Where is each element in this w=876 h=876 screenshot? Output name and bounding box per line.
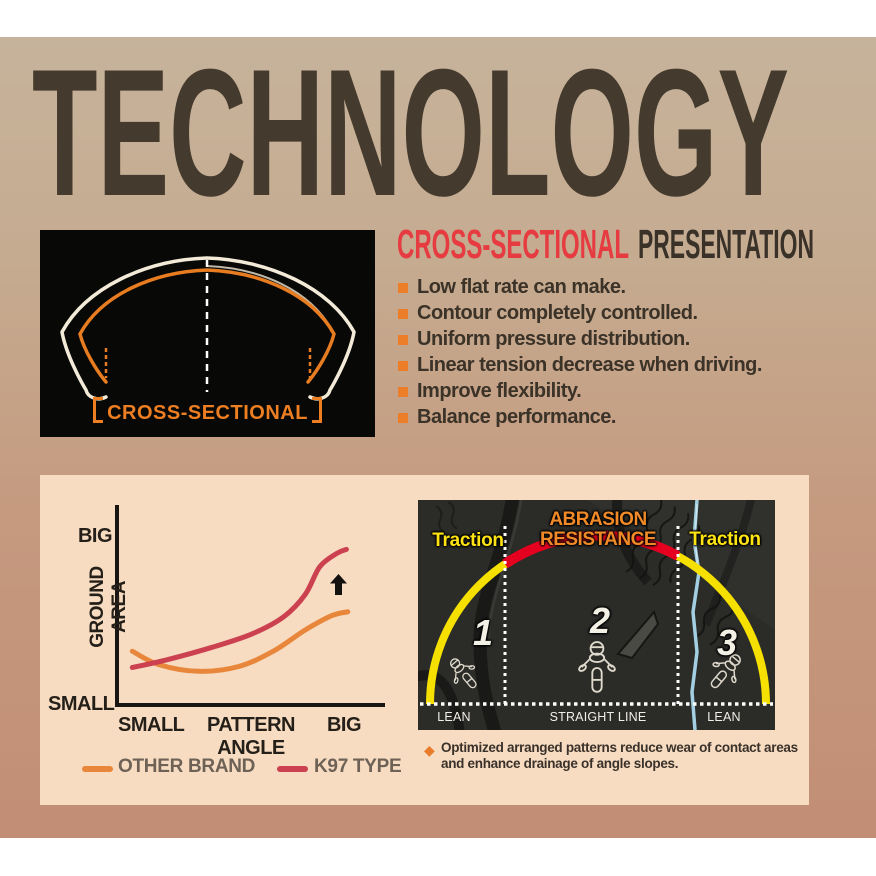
bullet-square-icon	[398, 387, 408, 397]
tire-outline-inner	[78, 268, 336, 384]
tread-groove	[473, 500, 519, 730]
heading-rest: PRESENTATION	[638, 227, 814, 265]
diamond-bullet-icon: ◆	[424, 742, 435, 758]
bullet-square-icon	[398, 413, 408, 423]
x-min-label: SMALL	[118, 714, 185, 736]
tread-sipes	[435, 500, 735, 646]
tire-outline-crown-inner	[206, 265, 333, 331]
list-item-text: Linear tension decrease when driving.	[417, 354, 762, 376]
tread-groove	[702, 500, 755, 627]
y-axis-title: GROUND AREA	[87, 566, 130, 648]
zone-label-traction-left: Traction	[432, 530, 504, 551]
tread-highlight	[588, 500, 775, 630]
motorcycle-lean-left-icon	[449, 658, 477, 689]
tread-groove	[418, 670, 465, 730]
list-item-text: Contour completely controlled.	[417, 302, 698, 324]
zone-label-abrasion: ABRASION RESISTANCE	[538, 510, 658, 550]
tread-dart	[616, 610, 660, 660]
cross-section-label-text: CROSS-SECTIONAL	[107, 402, 308, 424]
zone-number-1: 1	[472, 612, 494, 653]
chart-x-axis	[115, 703, 385, 707]
list-item: Uniform pressure distribution.	[398, 329, 828, 350]
curve-other-brand	[129, 609, 351, 674]
list-item: Contour completely controlled.	[398, 303, 828, 324]
legend-swatch-other-brand	[82, 766, 113, 772]
list-item: Linear tension decrease when driving.	[398, 355, 828, 376]
motorcycle-icons	[449, 641, 741, 693]
list-item: Balance performance.	[398, 407, 828, 428]
bracket-right-icon	[311, 397, 322, 423]
bullet-square-icon	[398, 335, 408, 345]
tire-figure-caption: Optimized arranged patterns reduce wear …	[441, 740, 831, 772]
list-item: Low flat rate can make.	[398, 277, 828, 298]
y-min-label: SMALL	[48, 693, 115, 715]
x-max-label: BIG	[326, 714, 362, 736]
list-item: Improve flexibility.	[398, 381, 828, 402]
chart-y-axis	[115, 505, 119, 707]
mode-label-straight-line: STRAIGHT LINE	[549, 710, 647, 724]
feature-list: Low flat rate can make. Contour complete…	[398, 277, 828, 433]
y-max-label: BIG	[77, 525, 113, 547]
caption-line2: and enhance drainage of angle slopes.	[441, 756, 679, 771]
list-item-text: Balance performance.	[417, 406, 616, 428]
legend-swatch-k97	[277, 766, 308, 772]
tire-tread-art	[418, 500, 775, 730]
page-title: TECHNOLOGY	[32, 62, 789, 210]
tread-groove	[612, 500, 652, 586]
mode-label-lean-left: LEAN	[437, 710, 471, 724]
abrasion-line1: ABRASION	[549, 509, 647, 530]
cross-section-label: CROSS-SECTIONAL	[40, 397, 375, 425]
heading-accent: CROSS-SECTIONAL	[397, 227, 629, 265]
zone-number-2: 2	[589, 600, 611, 641]
abrasion-arc	[502, 530, 681, 569]
legend-label-k97: K97 TYPE	[314, 756, 402, 777]
cross-section-figure: CROSS-SECTIONAL	[40, 230, 375, 437]
abrasion-line2: RESISTANCE	[539, 529, 657, 550]
legend-label-other-brand: OTHER BRAND	[118, 756, 256, 777]
motorcycle-lean-right-icon	[710, 654, 741, 689]
bullet-square-icon	[398, 361, 408, 371]
list-item-text: Improve flexibility.	[417, 380, 582, 402]
section-heading: CROSS-SECTIONAL PRESENTATION	[397, 227, 814, 265]
motorcycle-upright-icon	[578, 641, 616, 693]
chart-curves	[129, 546, 351, 674]
list-item-text: Low flat rate can make.	[417, 276, 626, 298]
bullet-square-icon	[398, 309, 408, 319]
drainage-blue-line	[690, 500, 701, 730]
list-item-text: Uniform pressure distribution.	[417, 328, 690, 350]
zone-label-traction-right: Traction	[689, 529, 761, 550]
bullet-square-icon	[398, 283, 408, 293]
zone-number-3: 3	[716, 622, 738, 663]
increase-arrow-icon	[330, 574, 347, 595]
bracket-left-icon	[93, 397, 104, 423]
x-axis-title: PATTERN ANGLE	[207, 714, 295, 759]
caption-line1: Optimized arranged patterns reduce wear …	[441, 740, 798, 755]
tire-tread-figure: Traction ABRASION RESISTANCE Traction 1 …	[418, 500, 775, 730]
mode-label-lean-right: LEAN	[707, 710, 741, 724]
page-title-text: TECHNOLOGY	[32, 62, 789, 210]
curve-k97-type	[129, 546, 349, 670]
